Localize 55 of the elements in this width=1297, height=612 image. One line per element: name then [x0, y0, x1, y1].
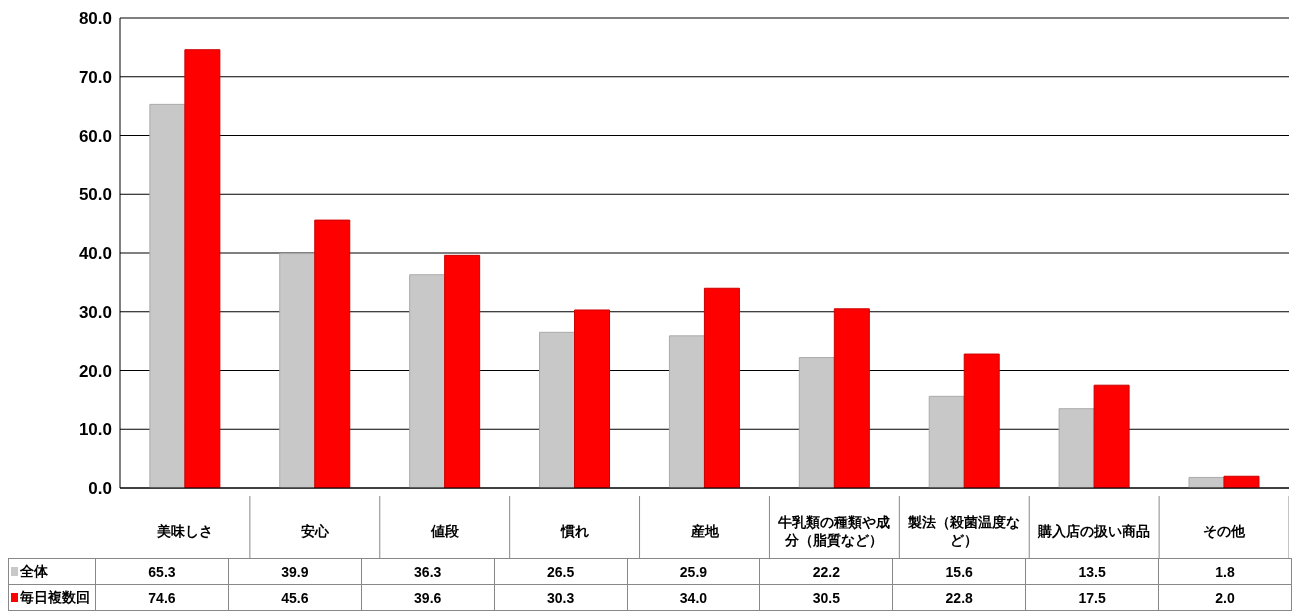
data-label: 25.9: [627, 558, 760, 585]
bar: [1223, 475, 1260, 488]
bar: [184, 49, 221, 488]
x-tick-label: 値段: [429, 523, 460, 539]
bar: [963, 353, 1000, 488]
data-label: 22.8: [892, 584, 1026, 611]
data-label: 39.6: [361, 584, 495, 611]
y-tick-label: 30.0: [78, 302, 112, 322]
y-tick-label: 10.0: [78, 420, 112, 440]
bar: [279, 253, 316, 488]
data-label: 26.5: [494, 558, 627, 585]
legend-label: 全体: [8, 558, 96, 585]
bar: [444, 254, 481, 488]
data-label: 30.5: [759, 584, 893, 611]
y-tick-label: 0.0: [88, 479, 112, 499]
bar: [1093, 384, 1130, 488]
data-label: 22.2: [759, 558, 893, 585]
bar: [539, 331, 576, 488]
bar: [1058, 408, 1095, 488]
x-tick-label: 慣れ: [559, 523, 589, 539]
y-tick-label: 60.0: [78, 126, 112, 146]
bar: [668, 335, 705, 488]
bar: [149, 103, 186, 488]
x-tick-label: 牛乳類の種類や成分（脂質など）: [777, 514, 891, 548]
data-label: 13.5: [1025, 558, 1159, 585]
data-label: 39.9: [228, 558, 362, 585]
x-tick-label: 安心: [300, 523, 330, 539]
y-tick-label: 20.0: [78, 361, 112, 381]
data-label: 34.0: [627, 584, 760, 611]
data-label: 2.0: [1158, 584, 1292, 611]
data-label: 15.6: [892, 558, 1026, 585]
bar: [574, 309, 611, 488]
y-tick-label: 70.0: [78, 67, 112, 87]
bar: [928, 395, 965, 488]
data-label: 30.3: [494, 584, 627, 611]
y-tick-label: 50.0: [78, 185, 112, 205]
x-tick-label: 購入店の扱い商品: [1037, 523, 1151, 539]
data-label: 17.5: [1025, 584, 1159, 611]
x-tick-label: 産地: [689, 523, 720, 539]
bar: [833, 308, 870, 488]
bar: [703, 287, 740, 488]
data-label: 36.3: [361, 558, 495, 585]
legend-label: 毎日複数回: [8, 584, 96, 611]
data-label: 1.8: [1158, 558, 1292, 585]
bar: [314, 219, 351, 488]
x-tick-label: 美味しさ: [155, 523, 213, 539]
data-label: 74.6: [95, 584, 229, 611]
data-label: 65.3: [95, 558, 229, 585]
data-label: 45.6: [228, 584, 362, 611]
x-tick-label: 製法（殺菌温度など）: [907, 514, 1021, 548]
y-tick-label: 40.0: [78, 244, 112, 264]
bar: [798, 357, 835, 488]
bar: [409, 274, 446, 488]
x-tick-label: その他: [1203, 523, 1247, 539]
y-tick-label: 80.0: [78, 9, 112, 29]
